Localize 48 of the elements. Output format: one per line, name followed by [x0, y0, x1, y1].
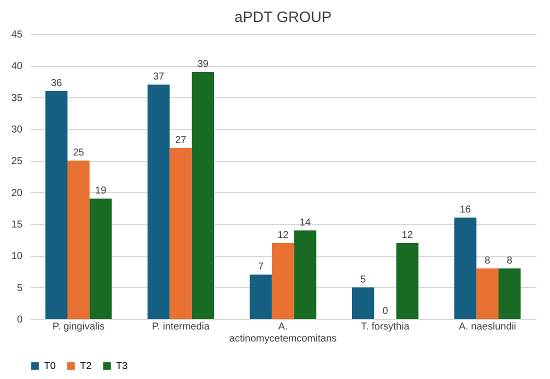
- legend-label: T0: [44, 361, 56, 372]
- bar: [67, 160, 90, 319]
- y-tick-label: 15: [11, 220, 23, 230]
- bar: [454, 218, 476, 319]
- y-tick-label: 20: [11, 188, 23, 199]
- x-tick-label: P. gingivalis: [52, 322, 105, 332]
- bar: [170, 148, 192, 319]
- data-label: 27: [175, 135, 187, 146]
- bar: [294, 230, 316, 319]
- x-tick-label: A. naeslundii: [458, 322, 516, 332]
- y-tick-label: 5: [16, 282, 23, 294]
- bar: [45, 91, 68, 319]
- data-label: 5: [360, 274, 366, 286]
- legend-label: T2: [80, 361, 92, 372]
- data-label: 8: [506, 255, 513, 266]
- bar: [352, 287, 374, 319]
- data-label: 36: [50, 78, 62, 89]
- y-tick-label: 0: [16, 314, 23, 326]
- y-tick-label: 25: [11, 156, 23, 168]
- data-label: 7: [258, 262, 264, 273]
- bar: [90, 198, 112, 319]
- y-tick-label: 10: [11, 251, 23, 262]
- y-tick-label: 35: [11, 92, 23, 104]
- data-label: 12: [402, 230, 414, 241]
- data-label: 12: [277, 230, 289, 241]
- bar: [250, 274, 272, 319]
- data-label: 37: [153, 72, 165, 83]
- bar: [498, 268, 521, 319]
- bar: [396, 243, 418, 319]
- x-tick-label: P. intermedia: [152, 322, 210, 332]
- data-label: 25: [72, 148, 85, 159]
- y-tick-label: 40: [11, 61, 23, 72]
- data-label: 0: [382, 306, 388, 317]
- bar: [148, 84, 170, 319]
- data-label: 16: [460, 204, 472, 216]
- legend-label: T3: [116, 361, 128, 372]
- y-tick-label: 30: [11, 124, 23, 136]
- data-label: 19: [95, 186, 107, 197]
- x-tick-label: T. forsythia: [361, 322, 410, 332]
- chart-title: aPDT GROUP: [234, 9, 332, 26]
- y-tick-label: 45: [11, 30, 23, 40]
- x-tick-label: A. actinomycetemcomitans: [229, 322, 337, 344]
- data-label: 14: [300, 217, 312, 228]
- bar: [476, 268, 499, 319]
- data-label: 39: [197, 59, 209, 70]
- bar: [272, 243, 294, 319]
- data-label: 8: [484, 255, 491, 266]
- bar: [192, 72, 214, 319]
